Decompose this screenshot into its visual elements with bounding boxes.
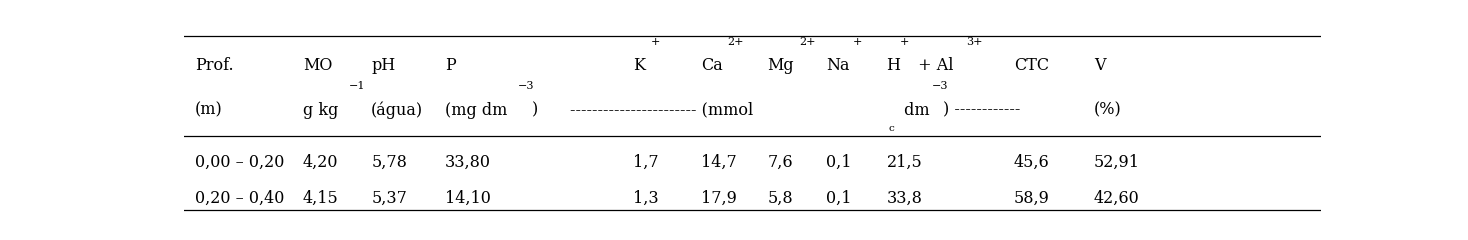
Text: 17,9: 17,9 bbox=[702, 190, 737, 207]
Text: + Al: + Al bbox=[913, 57, 953, 74]
Text: +: + bbox=[900, 37, 910, 47]
Text: 33,80: 33,80 bbox=[445, 153, 492, 170]
Text: CTC: CTC bbox=[1014, 57, 1050, 74]
Text: Ca: Ca bbox=[702, 57, 722, 74]
Text: g kg: g kg bbox=[302, 102, 338, 119]
Text: (m): (m) bbox=[195, 102, 223, 119]
Text: 5,8: 5,8 bbox=[768, 190, 793, 207]
Text: 21,5: 21,5 bbox=[887, 153, 922, 170]
Text: 4,20: 4,20 bbox=[302, 153, 339, 170]
Text: H: H bbox=[887, 57, 900, 74]
Text: 0,20 – 0,40: 0,20 – 0,40 bbox=[195, 190, 285, 207]
Text: +: + bbox=[652, 37, 661, 47]
Text: 52,91: 52,91 bbox=[1094, 153, 1139, 170]
Text: ----------------------- (mmol: ----------------------- (mmol bbox=[570, 102, 753, 119]
Text: −3: −3 bbox=[518, 81, 534, 91]
Text: 3+: 3+ bbox=[966, 37, 982, 47]
Text: 2+: 2+ bbox=[799, 37, 816, 47]
Text: 14,10: 14,10 bbox=[445, 190, 490, 207]
Text: 33,8: 33,8 bbox=[887, 190, 922, 207]
Text: 2+: 2+ bbox=[727, 37, 744, 47]
Text: −1: −1 bbox=[348, 81, 366, 91]
Text: 58,9: 58,9 bbox=[1014, 190, 1050, 207]
Text: Mg: Mg bbox=[768, 57, 794, 74]
Text: 14,7: 14,7 bbox=[702, 153, 737, 170]
Text: 0,00 – 0,20: 0,00 – 0,20 bbox=[195, 153, 285, 170]
Text: 1,3: 1,3 bbox=[633, 190, 659, 207]
Text: +: + bbox=[853, 37, 862, 47]
Text: P: P bbox=[445, 57, 457, 74]
Text: 42,60: 42,60 bbox=[1094, 190, 1139, 207]
Text: 1,7: 1,7 bbox=[633, 153, 659, 170]
Text: pH: pH bbox=[371, 57, 395, 74]
Text: Na: Na bbox=[826, 57, 850, 74]
Text: MO: MO bbox=[302, 57, 332, 74]
Text: ): ) bbox=[531, 102, 537, 119]
Text: V: V bbox=[1094, 57, 1105, 74]
Text: 7,6: 7,6 bbox=[768, 153, 793, 170]
Text: 45,6: 45,6 bbox=[1014, 153, 1050, 170]
Text: Prof.: Prof. bbox=[195, 57, 233, 74]
Text: ) ------------: ) ------------ bbox=[944, 102, 1020, 119]
Text: 0,1: 0,1 bbox=[826, 153, 851, 170]
Text: 0,1: 0,1 bbox=[826, 190, 851, 207]
Text: dm: dm bbox=[898, 102, 929, 119]
Text: (água): (água) bbox=[371, 101, 423, 119]
Text: K: K bbox=[633, 57, 644, 74]
Text: (%): (%) bbox=[1094, 102, 1122, 119]
Text: (mg dm: (mg dm bbox=[445, 102, 508, 119]
Text: 5,78: 5,78 bbox=[371, 153, 407, 170]
Text: c: c bbox=[890, 124, 894, 133]
Text: −3: −3 bbox=[932, 81, 948, 91]
Text: 4,15: 4,15 bbox=[302, 190, 339, 207]
Text: 5,37: 5,37 bbox=[371, 190, 407, 207]
